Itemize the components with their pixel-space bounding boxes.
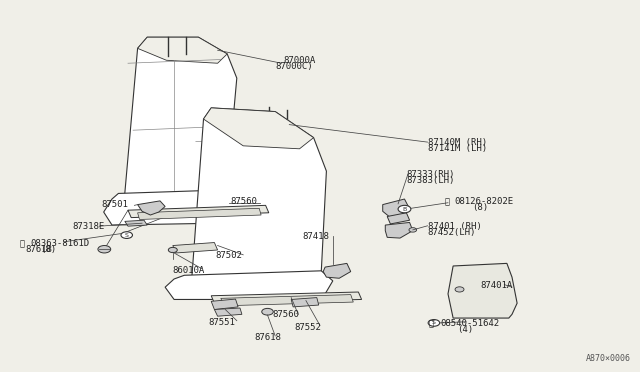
Text: 87618: 87618 (254, 333, 281, 342)
Circle shape (409, 228, 417, 232)
Circle shape (428, 320, 440, 326)
Text: (8): (8) (472, 203, 488, 212)
Polygon shape (104, 190, 242, 225)
Text: Ⓢ: Ⓢ (19, 239, 24, 248)
Text: 87501: 87501 (101, 200, 128, 209)
Polygon shape (211, 292, 362, 303)
Text: 86010A: 86010A (173, 266, 205, 275)
Polygon shape (214, 308, 242, 316)
Text: 87140M (RH): 87140M (RH) (428, 138, 486, 147)
Text: A870×0006: A870×0006 (586, 354, 630, 363)
Circle shape (121, 232, 132, 238)
Polygon shape (165, 271, 333, 299)
Text: 08363-8161D: 08363-8161D (31, 239, 90, 248)
Text: B: B (403, 206, 406, 212)
Text: (4): (4) (457, 326, 473, 334)
Circle shape (168, 247, 177, 253)
Circle shape (262, 308, 273, 315)
Circle shape (455, 287, 464, 292)
Text: 87383(LH): 87383(LH) (406, 176, 455, 185)
Polygon shape (118, 37, 237, 203)
Text: 87552: 87552 (294, 323, 321, 332)
Circle shape (398, 205, 411, 213)
Text: 87502: 87502 (215, 251, 242, 260)
Polygon shape (184, 108, 326, 292)
Text: S: S (125, 232, 129, 238)
Text: 08126-8202E: 08126-8202E (454, 197, 513, 206)
Polygon shape (385, 222, 413, 238)
Polygon shape (323, 263, 351, 278)
Text: 87452(LH): 87452(LH) (428, 228, 476, 237)
Text: 87560: 87560 (272, 310, 299, 319)
Text: 87401 (RH): 87401 (RH) (428, 222, 481, 231)
Polygon shape (125, 220, 147, 226)
Circle shape (98, 246, 111, 253)
Text: 08540-51642: 08540-51642 (440, 319, 499, 328)
Text: Ⓑ: Ⓑ (445, 197, 450, 206)
Text: 87333(RH): 87333(RH) (406, 170, 455, 179)
Text: 87560: 87560 (230, 197, 257, 206)
Text: 87318E: 87318E (72, 222, 104, 231)
Polygon shape (211, 299, 238, 310)
Text: 87141M (LH): 87141M (LH) (428, 144, 486, 153)
Text: 87401A: 87401A (480, 281, 512, 290)
Polygon shape (383, 199, 408, 217)
Polygon shape (138, 208, 261, 219)
Polygon shape (291, 298, 319, 307)
Polygon shape (204, 108, 314, 149)
Polygon shape (448, 263, 517, 318)
Polygon shape (128, 205, 269, 218)
Text: 87551: 87551 (208, 318, 235, 327)
Polygon shape (173, 243, 218, 253)
Text: 87618: 87618 (26, 246, 52, 254)
Text: 87000A: 87000A (284, 56, 316, 65)
Text: Ⓢ: Ⓢ (429, 319, 434, 328)
Polygon shape (138, 201, 165, 215)
Text: 87418: 87418 (302, 232, 329, 241)
Polygon shape (387, 213, 410, 224)
Text: 87000C): 87000C) (275, 62, 313, 71)
Text: S: S (432, 320, 436, 326)
Polygon shape (138, 37, 227, 63)
Text: (8): (8) (40, 246, 56, 254)
Polygon shape (221, 295, 353, 306)
